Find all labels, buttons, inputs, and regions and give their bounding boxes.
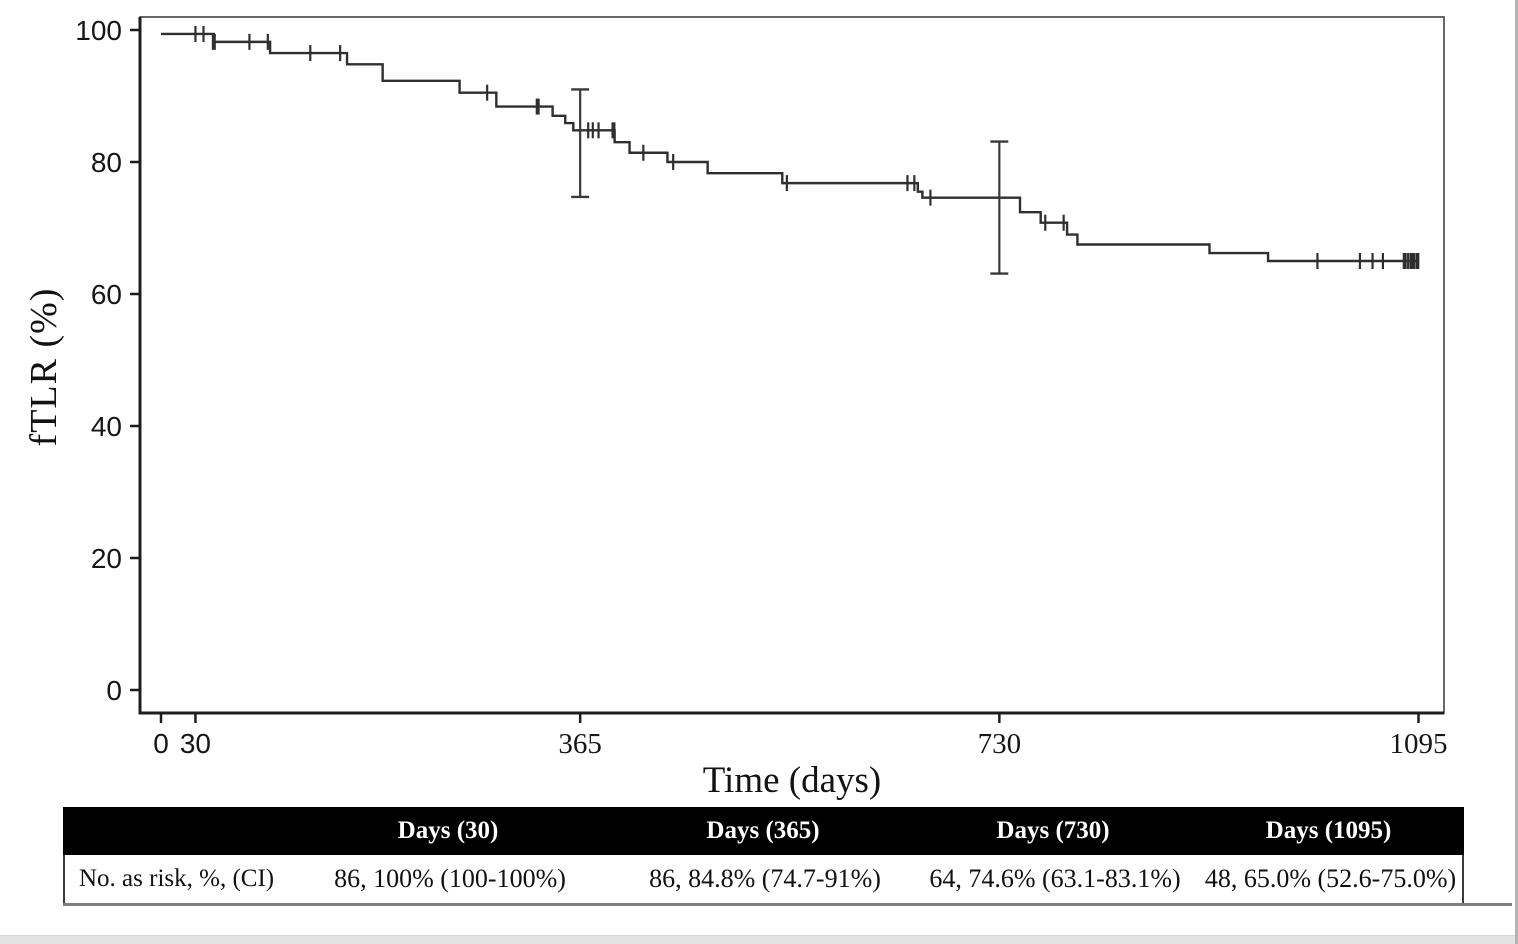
x-tick-label: 365 [558, 728, 602, 760]
risk-table-header-days-365: Days (365) [706, 817, 820, 844]
risk-value-day-30: 86, 100% (100-100%) [334, 864, 566, 893]
x-tick-label: 1095 [1389, 728, 1447, 760]
x-tick-label: 730 [978, 728, 1022, 760]
risk-table: Days (30) Days (365) Days (730) Days (10… [63, 807, 1464, 903]
risk-table-header-days-730: Days (730) [996, 817, 1110, 844]
risk-table-row-label: No. as risk, %, (CI) [79, 865, 275, 892]
screenshot-bottom-edge-artifact [0, 935, 1518, 944]
risk-value-day-1095: 48, 65.0% (52.6-75.0%) [1204, 864, 1457, 893]
risk-value-day-365: 86, 84.8% (74.7-91%) [649, 864, 881, 893]
y-tick-label: 40 [91, 411, 122, 442]
x-tick-label: 30 [180, 728, 211, 759]
y-axis-title: fTLR (%) [23, 287, 65, 447]
x-tick-label: 0 [153, 728, 169, 759]
y-tick-label: 20 [91, 543, 122, 574]
km-chart: 0 20 40 60 80 100 0 30 365 730 1095 [75, 15, 1447, 760]
table-bottom-rule [63, 903, 1512, 906]
risk-table-header-row: Days (30) Days (365) Days (730) Days (10… [63, 807, 1464, 855]
plot-frame [139, 16, 1445, 714]
y-tick-label: 60 [91, 279, 122, 310]
y-tick-label: 80 [91, 147, 122, 178]
risk-table-header-days-1095: Days (1095) [1265, 817, 1392, 844]
risk-table-data-row: No. as risk, %, (CI) 86, 100% (100-100%)… [63, 855, 1464, 903]
y-tick-label: 100 [75, 15, 122, 46]
risk-table-header-days-30: Days (30) [397, 817, 499, 844]
screenshot-right-edge-artifact [1515, 0, 1518, 944]
risk-value-day-730: 64, 74.6% (63.1-83.1%) [929, 864, 1181, 893]
x-axis-title: Time (days) [702, 760, 882, 801]
km-survival-curve [161, 32, 1419, 263]
y-tick-label: 0 [106, 675, 122, 706]
